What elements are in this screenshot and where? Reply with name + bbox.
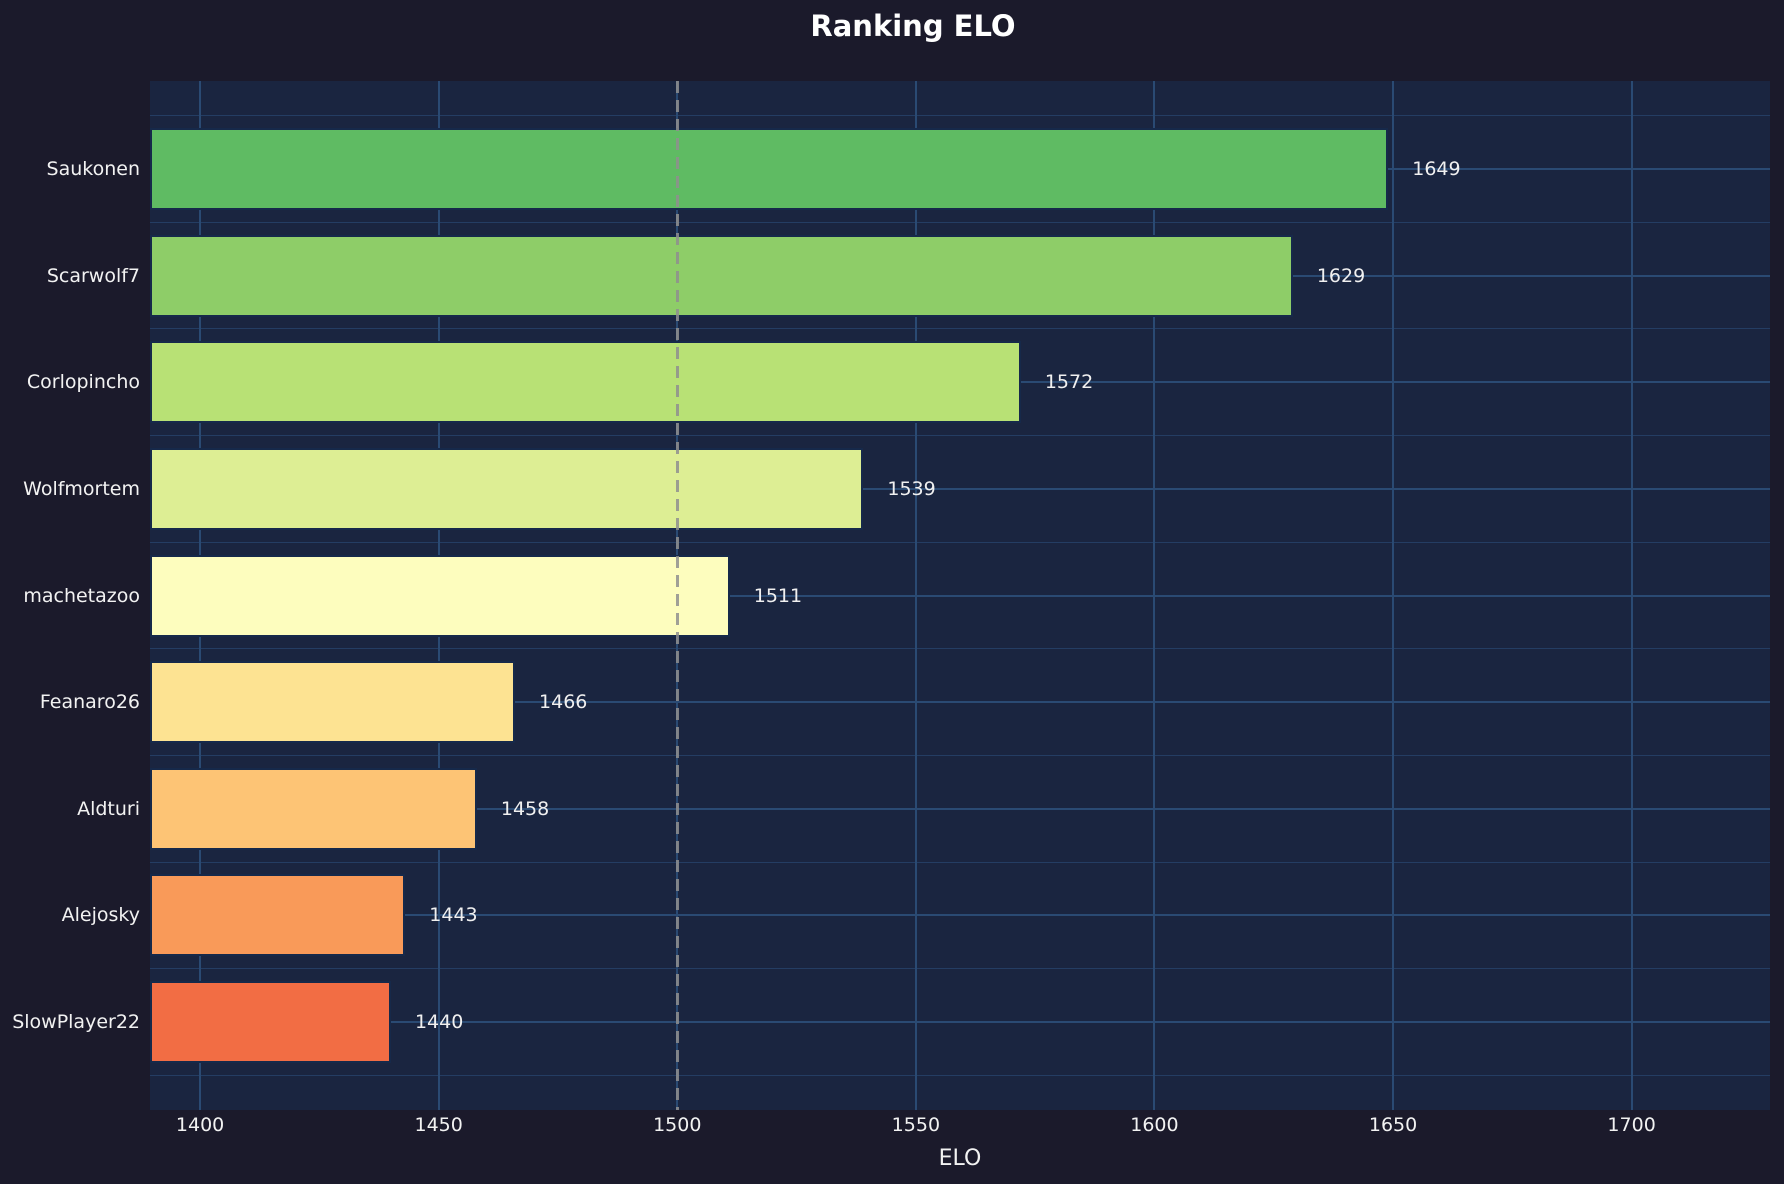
- h-minor-gridline: [150, 115, 1770, 117]
- h-minor-gridline: [150, 754, 1770, 756]
- x-tick-label: 1450: [414, 1114, 463, 1136]
- bar: [150, 661, 516, 744]
- x-tick-label: 1600: [1130, 1114, 1179, 1136]
- bar: [150, 874, 406, 957]
- bar: [150, 128, 1389, 210]
- bar-value-label: 1466: [539, 691, 588, 714]
- h-gridline: [150, 701, 1770, 704]
- v-gridline: [1392, 81, 1395, 1110]
- bar-value-label: 1629: [1316, 264, 1366, 287]
- h-minor-gridline: [150, 541, 1770, 543]
- player-label: Corlopincho: [26, 371, 140, 394]
- bar-value-label: 1572: [1044, 371, 1094, 394]
- player-label: Feanaro26: [39, 691, 140, 714]
- h-minor-gridline: [150, 968, 1770, 970]
- x-tick-label: 1500: [653, 1114, 702, 1136]
- v-gridline: [914, 81, 917, 1110]
- player-label: SlowPlayer22: [12, 1011, 140, 1033]
- h-gridline: [150, 914, 1770, 917]
- h-minor-gridline: [150, 861, 1770, 863]
- h-minor-gridline: [150, 221, 1770, 223]
- bar: [150, 447, 864, 530]
- v-gridline: [1153, 81, 1156, 1110]
- x-tick-label: 1400: [175, 1114, 225, 1136]
- bar: [150, 341, 1021, 424]
- player-label: Scarwolf7: [46, 264, 140, 287]
- v-gridline: [1630, 81, 1633, 1110]
- player-label: Aldturi: [77, 797, 140, 820]
- reference-line: [675, 81, 679, 1110]
- x-axis-title: ELO: [938, 1146, 982, 1171]
- player-label: machetazoo: [23, 584, 140, 607]
- h-minor-gridline: [150, 435, 1770, 437]
- chart-title: Ranking ELO: [810, 9, 1016, 43]
- x-tick-label: 1700: [1607, 1114, 1656, 1136]
- h-gridline: [150, 1021, 1770, 1023]
- x-tick-label: 1550: [891, 1114, 941, 1136]
- h-gridline: [150, 487, 1770, 490]
- bar-value-label: 1539: [887, 477, 936, 500]
- plot-area: 1649 1629 1572 1539 1511 1466 1458 1443 1440: [150, 81, 1770, 1110]
- h-minor-gridline: [150, 1074, 1770, 1076]
- player-label: Alejosky: [61, 904, 140, 927]
- bar-value-label: 1511: [753, 584, 803, 607]
- h-gridline: [150, 594, 1770, 597]
- bar-value-label: 1458: [500, 797, 550, 820]
- bar-value-label: 1440: [414, 1011, 464, 1033]
- player-label: Wolfmortem: [23, 477, 140, 500]
- bar: [150, 554, 730, 637]
- h-gridline: [150, 807, 1770, 810]
- player-label: Saukonen: [46, 158, 140, 180]
- bar: [150, 981, 391, 1063]
- bar: [150, 234, 1293, 317]
- x-tick-label: 1650: [1368, 1114, 1418, 1136]
- bar-value-label: 1649: [1412, 158, 1461, 180]
- h-minor-gridline: [150, 648, 1770, 650]
- bar: [150, 767, 477, 850]
- h-minor-gridline: [150, 328, 1770, 330]
- bar-value-label: 1443: [429, 904, 478, 927]
